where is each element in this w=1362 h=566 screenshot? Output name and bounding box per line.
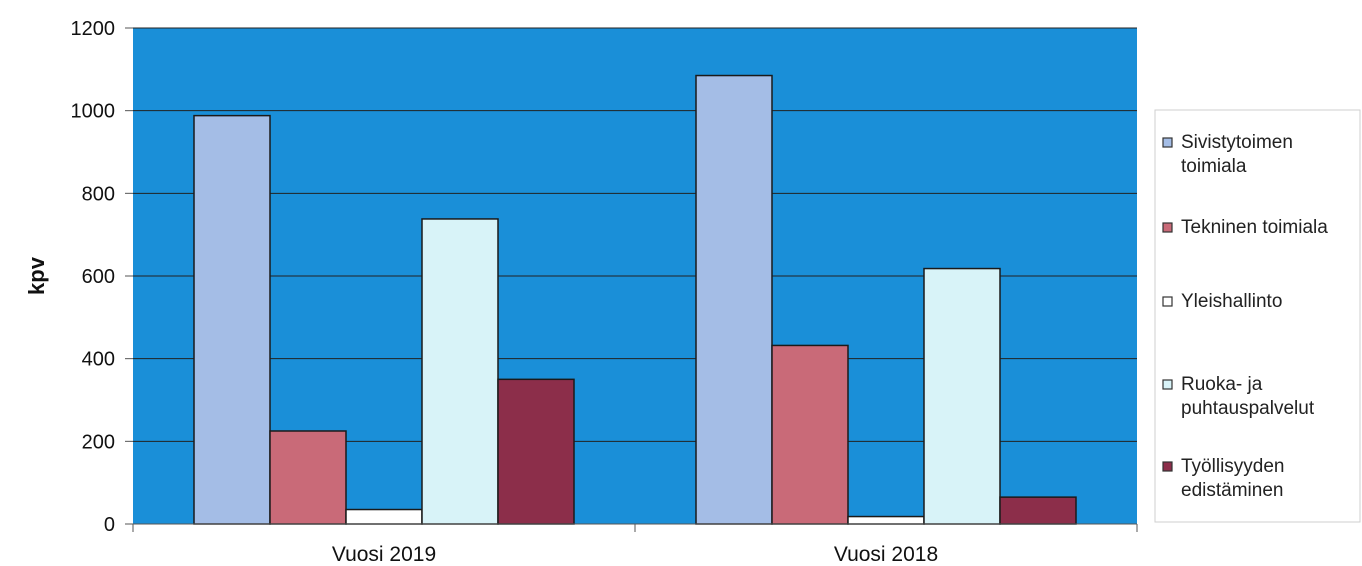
bar <box>193 114 271 525</box>
legend-swatch <box>1162 379 1173 390</box>
legend-label: Yleishallinto <box>1181 291 1282 312</box>
y-tick-label: 200 <box>82 431 115 453</box>
bar <box>923 267 1001 525</box>
bar <box>999 496 1077 525</box>
legend-label: Sivistytoimen toimiala <box>1181 132 1293 177</box>
legend-label: Työllisyyden edistäminen <box>1181 456 1285 501</box>
bars <box>193 74 1077 525</box>
legend-swatch <box>1162 461 1173 472</box>
y-tick-label: 1200 <box>71 18 116 40</box>
legend-box <box>1154 109 1361 523</box>
legend: Sivistytoimen toimiala Tekninen toimiala Yl… <box>1154 109 1361 523</box>
y-tick-label: 800 <box>82 183 115 205</box>
y-tick-label: 1000 <box>71 101 116 123</box>
y-tick-label: 600 <box>82 266 115 288</box>
legend-swatch <box>1162 296 1173 307</box>
bar <box>771 344 849 525</box>
x-category-label: Vuosi 2018 <box>834 543 938 566</box>
y-axis-label: kpv <box>24 256 49 295</box>
legend-label: Ruoka- ja puhtauspalvelut <box>1181 374 1315 419</box>
bar <box>695 74 773 525</box>
x-axis: Vuosi 2019 Vuosi 2018 <box>132 523 1138 566</box>
bar <box>497 378 575 525</box>
bar <box>345 508 423 525</box>
y-tick-label: 400 <box>82 349 115 371</box>
y-axis-ticks: 0 200 400 600 800 1000 1200 <box>71 18 133 536</box>
bar <box>269 430 347 525</box>
legend-swatch <box>1162 137 1173 148</box>
legend-label: Tekninen toimiala <box>1181 217 1328 238</box>
bar <box>421 218 499 525</box>
x-category-label: Vuosi 2019 <box>332 543 436 566</box>
legend-swatch <box>1162 222 1173 233</box>
bar <box>847 515 925 525</box>
y-tick-label: 0 <box>104 514 115 536</box>
